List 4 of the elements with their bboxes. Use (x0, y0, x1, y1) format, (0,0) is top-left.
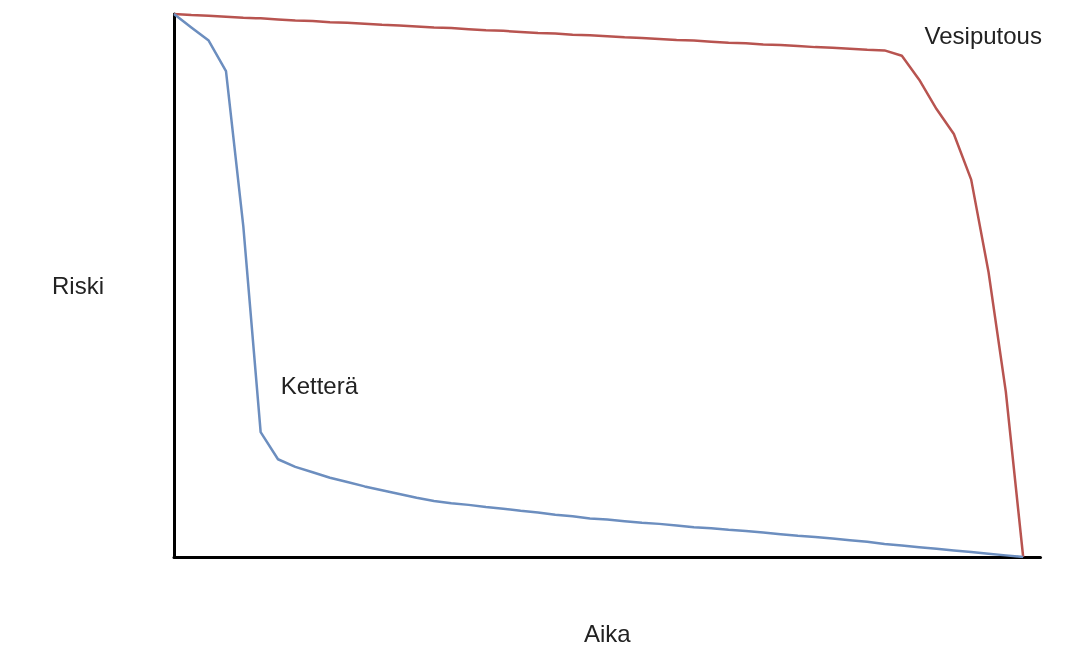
x-axis-title: Aika (583, 619, 632, 647)
series-label: Ketterä (280, 371, 359, 399)
series-label: Vesiputous (924, 21, 1042, 49)
y-axis-title: Riski (52, 272, 104, 299)
